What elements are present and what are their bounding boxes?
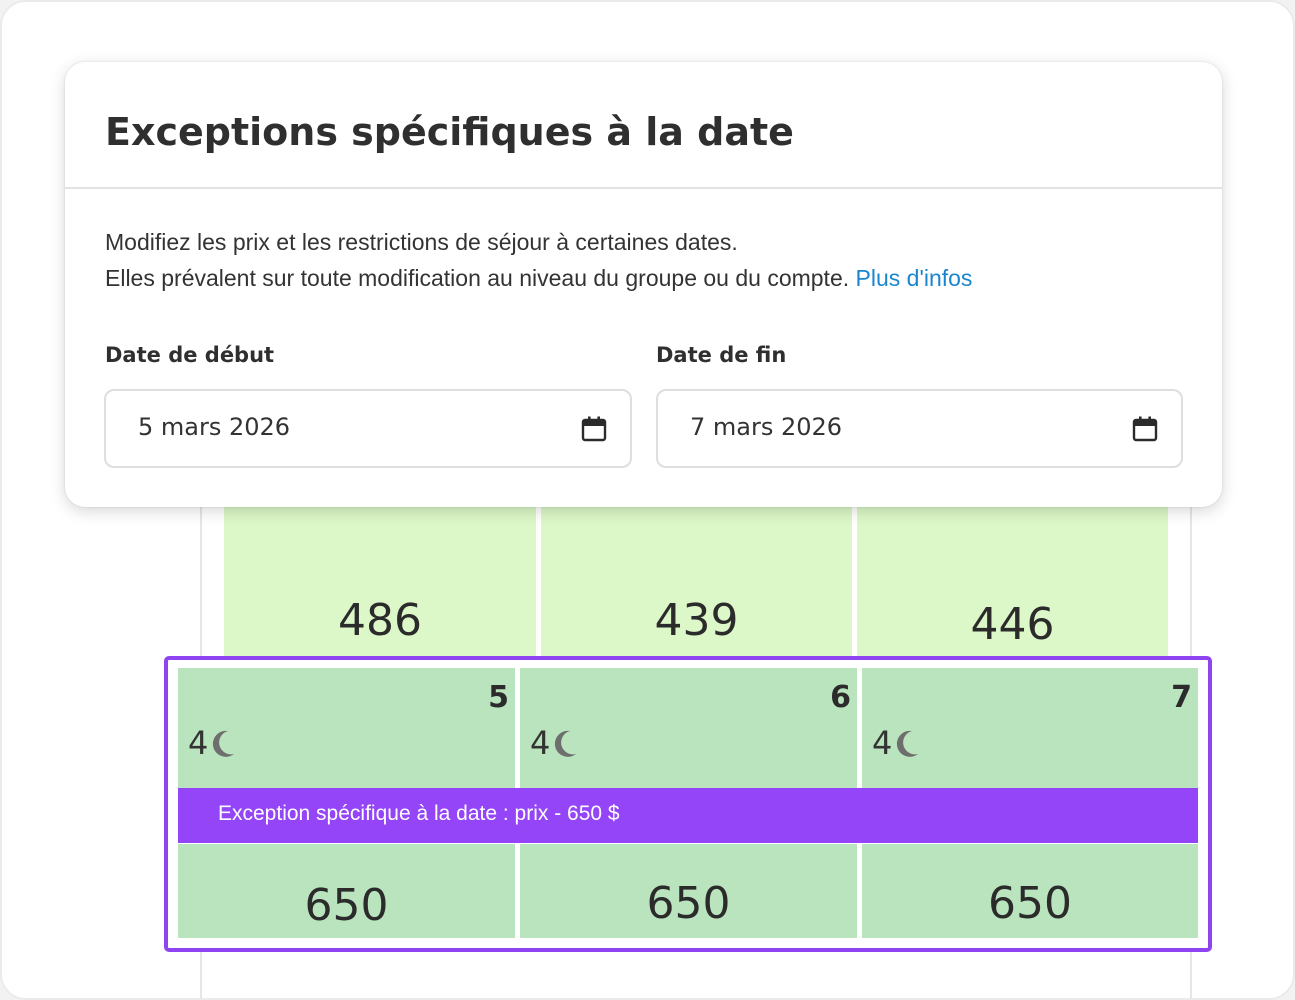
calendar-icon[interactable] (1131, 415, 1159, 443)
day-price-cell-5[interactable]: 650 (178, 844, 515, 938)
cell-price: 486 (338, 595, 422, 646)
cell-price: 446 (970, 599, 1055, 650)
description-text: Elles prévalent sur toute modification a… (105, 265, 850, 291)
description-line-2: Elles prévalent sur toute modification a… (105, 260, 1195, 296)
min-nights: 4 (872, 724, 920, 762)
day-price: 650 (988, 878, 1072, 929)
end-date-input[interactable]: 7 mars 2026 (656, 389, 1183, 468)
moon-icon (555, 730, 577, 757)
end-date-value: 7 mars 2026 (690, 413, 843, 441)
calendar-cell[interactable]: 446 (857, 507, 1168, 662)
min-nights: 4 (530, 724, 578, 762)
day-price-cell-7[interactable]: 650 (862, 844, 1198, 938)
day-price: 650 (646, 878, 731, 929)
start-date-input[interactable]: 5 mars 2026 (104, 389, 632, 468)
exception-banner[interactable]: Exception spécifique à la date : prix - … (178, 788, 1198, 843)
nights-count: 4 (530, 724, 551, 762)
day-price: 650 (304, 880, 389, 931)
modal-description: Modifiez les prix et les restrictions de… (105, 224, 1195, 296)
exception-banner-text: Exception spécifique à la date : prix - … (218, 802, 620, 825)
day-cell-6[interactable]: 6 4 (520, 668, 857, 788)
divider (65, 187, 1222, 189)
calendar-icon[interactable] (580, 415, 608, 443)
day-cell-5[interactable]: 5 4 (178, 668, 515, 788)
day-cell-7[interactable]: 7 4 (862, 668, 1198, 788)
day-number: 7 (1171, 680, 1192, 715)
nights-count: 4 (872, 724, 893, 762)
day-number: 5 (488, 680, 509, 715)
modal-title: Exceptions spécifiques à la date (105, 110, 794, 154)
end-date-label: Date de fin (656, 343, 787, 367)
moon-icon (897, 730, 919, 757)
cell-price: 439 (654, 595, 739, 646)
more-info-link[interactable]: Plus d'infos (855, 265, 973, 291)
min-nights: 4 (188, 724, 236, 762)
nights-count: 4 (188, 724, 209, 762)
day-price-cell-6[interactable]: 650 (520, 844, 857, 938)
start-date-label: Date de début (105, 343, 275, 367)
calendar-cell[interactable]: 439 (541, 507, 852, 662)
calendar-cell[interactable]: 486 (224, 507, 536, 662)
exceptions-modal: Exceptions spécifiques à la date Modifie… (65, 62, 1222, 507)
day-number: 6 (830, 680, 851, 715)
start-date-value: 5 mars 2026 (138, 413, 291, 441)
moon-icon (213, 730, 235, 757)
description-line-1: Modifiez les prix et les restrictions de… (105, 229, 738, 255)
